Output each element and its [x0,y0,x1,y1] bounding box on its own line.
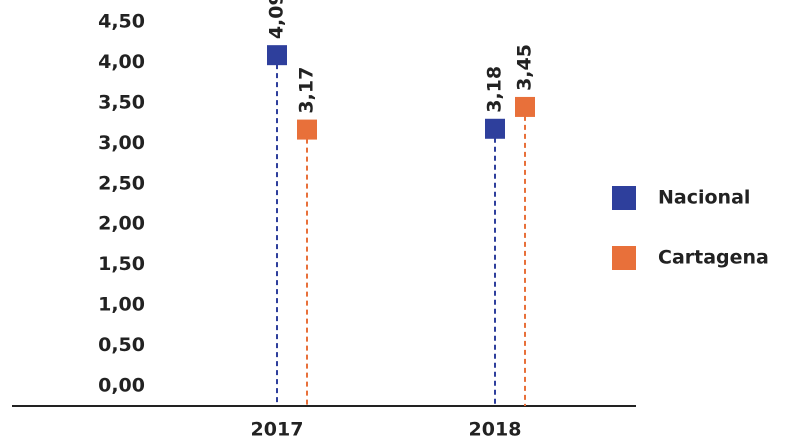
legend-label: Cartagena [658,247,769,269]
y-tick-label: 4,50 [98,11,145,33]
data-label: 3,18 [484,66,506,113]
dot-marker [297,119,317,140]
y-tick-label: 0,50 [98,334,145,356]
legend-label: Nacional [658,187,750,209]
data-label: 4,09 [266,0,288,39]
y-tick-label: 1,00 [98,294,145,316]
data-label: 3,45 [514,44,536,91]
y-tick-label: 4,00 [98,51,145,73]
y-tick-label: 0,00 [98,375,145,397]
x-tick-label: 2018 [469,419,522,440]
y-tick-label: 1,50 [98,253,145,275]
y-tick-label: 3,50 [98,91,145,113]
y-tick-label: 2,00 [98,213,145,235]
y-tick-label: 2,50 [98,172,145,194]
y-tick-label: 3,00 [98,132,145,154]
legend-swatch [612,186,636,210]
dot-marker [515,96,535,117]
legend-swatch [612,246,636,270]
x-tick-label: 2017 [251,419,304,440]
data-label: 3,17 [296,67,318,114]
dot-marker [267,45,287,66]
dot-marker [485,118,505,139]
